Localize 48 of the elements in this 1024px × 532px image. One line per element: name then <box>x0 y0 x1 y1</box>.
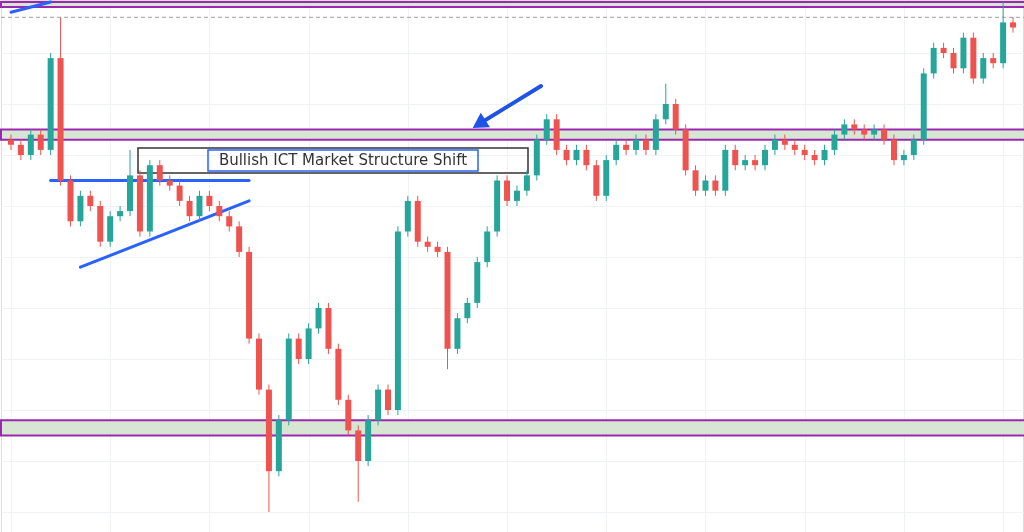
candlestick <box>186 195 193 222</box>
candlestick <box>315 302 322 334</box>
candlestick <box>831 129 838 156</box>
candlestick <box>216 200 223 222</box>
candlestick <box>890 134 897 166</box>
candlestick <box>513 185 520 207</box>
candlestick <box>27 129 34 161</box>
candlestick <box>206 190 213 212</box>
candlestick <box>692 164 699 197</box>
candlestick <box>87 190 94 212</box>
candlestick <box>980 52 987 85</box>
candlestick <box>573 144 580 166</box>
candlestick <box>226 210 233 232</box>
candlestick <box>642 134 649 156</box>
candlestick <box>871 123 878 141</box>
candlestick <box>384 384 391 416</box>
candlestick <box>623 139 630 156</box>
candlestick <box>762 144 768 171</box>
candlestick <box>543 113 550 146</box>
candlestick <box>504 174 511 207</box>
candlestick <box>176 180 183 207</box>
candlestick <box>900 149 907 166</box>
candlestick <box>950 47 957 74</box>
candlestick <box>583 144 590 171</box>
candlestick <box>563 144 570 166</box>
candlestick <box>752 154 759 171</box>
candlestick <box>17 139 24 161</box>
candlestick <box>464 297 471 324</box>
candlestick <box>732 144 739 171</box>
candlestick <box>156 159 163 187</box>
candlestick <box>7 134 14 151</box>
candlestick <box>295 333 302 365</box>
candlestick <box>910 134 917 161</box>
candlestick <box>881 123 888 146</box>
candlestick <box>37 129 44 156</box>
candlestick <box>841 118 848 141</box>
candlestick <box>633 134 640 156</box>
candlestick <box>712 174 719 197</box>
candlestick <box>821 144 828 166</box>
candlestick <box>196 190 203 222</box>
candlestick <box>702 174 709 197</box>
candlestick <box>117 205 124 222</box>
candlestick <box>1010 16 1017 34</box>
annotation: Bullish ICT Market Structure Shift <box>218 151 468 169</box>
candlestick <box>662 83 669 125</box>
candlestick <box>523 169 530 197</box>
candlestick <box>771 134 778 156</box>
candlestick <box>613 139 620 166</box>
